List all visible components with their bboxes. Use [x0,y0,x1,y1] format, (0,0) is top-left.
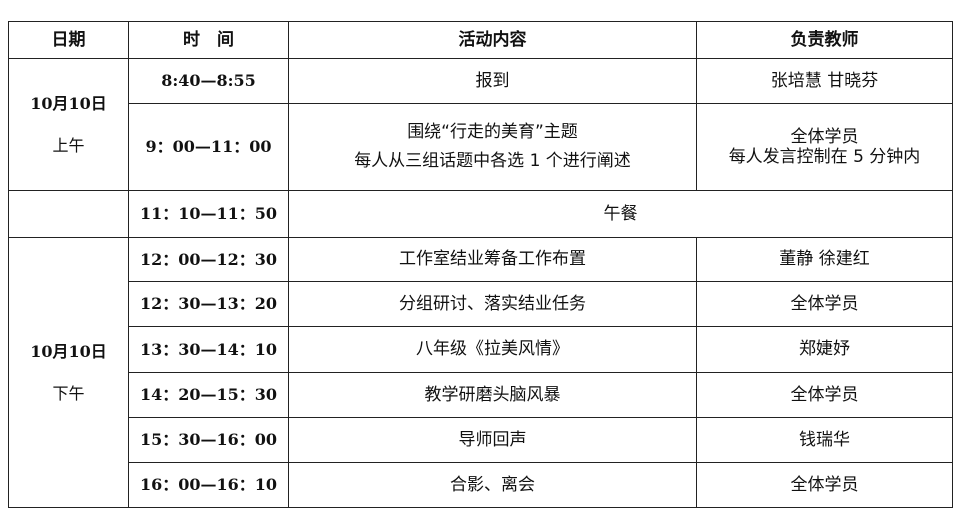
empty-date-cell [8,190,129,238]
time-cell: 16：00—16：10 [128,462,289,508]
header-teacher: 负责教师 [696,21,953,59]
time-cell: 9：00—11：00 [128,103,289,191]
time-cell: 12：30—13：20 [128,281,289,327]
table-row: 10月10日 下午 12：00—12：30 工作室结业筹备工作布置 董静 徐建红 [8,237,953,508]
date: 10月10日 [30,341,107,361]
header-row: 日期 时 间 活动内容 负责教师 [8,21,953,59]
teacher-cell: 张培慧 甘晓芬 [696,58,953,104]
time-cell: 8:40—8:55 [128,58,289,104]
time-cell: 15：30—16：00 [128,417,289,463]
teacher-cell: 全体学员 每人发言控制在 5 分钟内 [696,103,953,191]
table-row: 16：00—16：10 合影、离会 全体学员 [9,462,953,508]
teacher-cell: 全体学员 [696,372,953,418]
activity-cell: 工作室结业筹备工作布置 [288,237,697,282]
teacher-cell: 全体学员 [696,462,953,508]
teacher-cell: 钱瑞华 [696,417,953,463]
table-row: 12：30—13：20 分组研讨、落实结业任务 全体学员 [9,281,953,327]
time-cell: 14：20—15：30 [128,372,289,418]
period: 上午 [52,135,85,155]
time-cell: 11：10—11：50 [128,190,289,238]
activity-cell: 合影、离会 [288,462,697,508]
table-row: 10月10日 上午 8:40—8:55 报到 张培慧 甘晓芬 [8,58,953,191]
table-row: 9：00—11：00 围绕“行走的美育”主题每人从三组话题中各选 1 个进行阐述… [9,103,953,191]
activity-cell: 报到 [288,58,697,104]
activity-line: 每人从三组话题中各选 1 个进行阐述 [354,151,631,171]
activity-cell: 分组研讨、落实结业任务 [288,281,697,327]
time-cell: 12：00—12：30 [128,237,289,282]
period: 下午 [52,383,85,403]
table-row: 11：10—11：50 午餐 [8,190,953,238]
header-time: 时 间 [128,21,289,59]
header-date: 日期 [8,21,129,59]
schedule-table: 日期 时 间 活动内容 负责教师 10月10日 上午 8:40—8:55 报到 张… [8,21,953,508]
table-row: 14：20—15：30 教学研磨头脑风暴 全体学员 [9,372,953,418]
date: 10月10日 [30,93,107,113]
teacher-cell: 董静 徐建红 [696,237,953,282]
table-row: 15：30—16：00 导师回声 钱瑞华 [9,417,953,463]
activity-line: 围绕“行走的美育”主题 [407,122,578,143]
header-activity: 活动内容 [288,21,697,59]
activity-cell: 围绕“行走的美育”主题每人从三组话题中各选 1 个进行阐述 [288,103,697,191]
morning-date-cell: 10月10日 上午 [8,58,129,191]
time-cell: 13：30—14：10 [128,326,289,373]
activity-cell: 教学研磨头脑风暴 [288,372,697,418]
teacher-cell: 郑婕妤 [696,326,953,373]
table-row: 13：30—14：10 八年级《拉美风情》 郑婕妤 [9,326,953,373]
teacher-cell: 全体学员 [696,281,953,327]
activity-cell: 导师回声 [288,417,697,463]
teacher-line: 每人发言控制在 5 分钟内 [728,147,921,167]
afternoon-date-cell: 10月10日 下午 [8,237,129,508]
activity-cell: 八年级《拉美风情》 [288,326,697,373]
activity-cell: 午餐 [288,190,953,238]
teacher-line: 全体学员 [790,126,859,147]
